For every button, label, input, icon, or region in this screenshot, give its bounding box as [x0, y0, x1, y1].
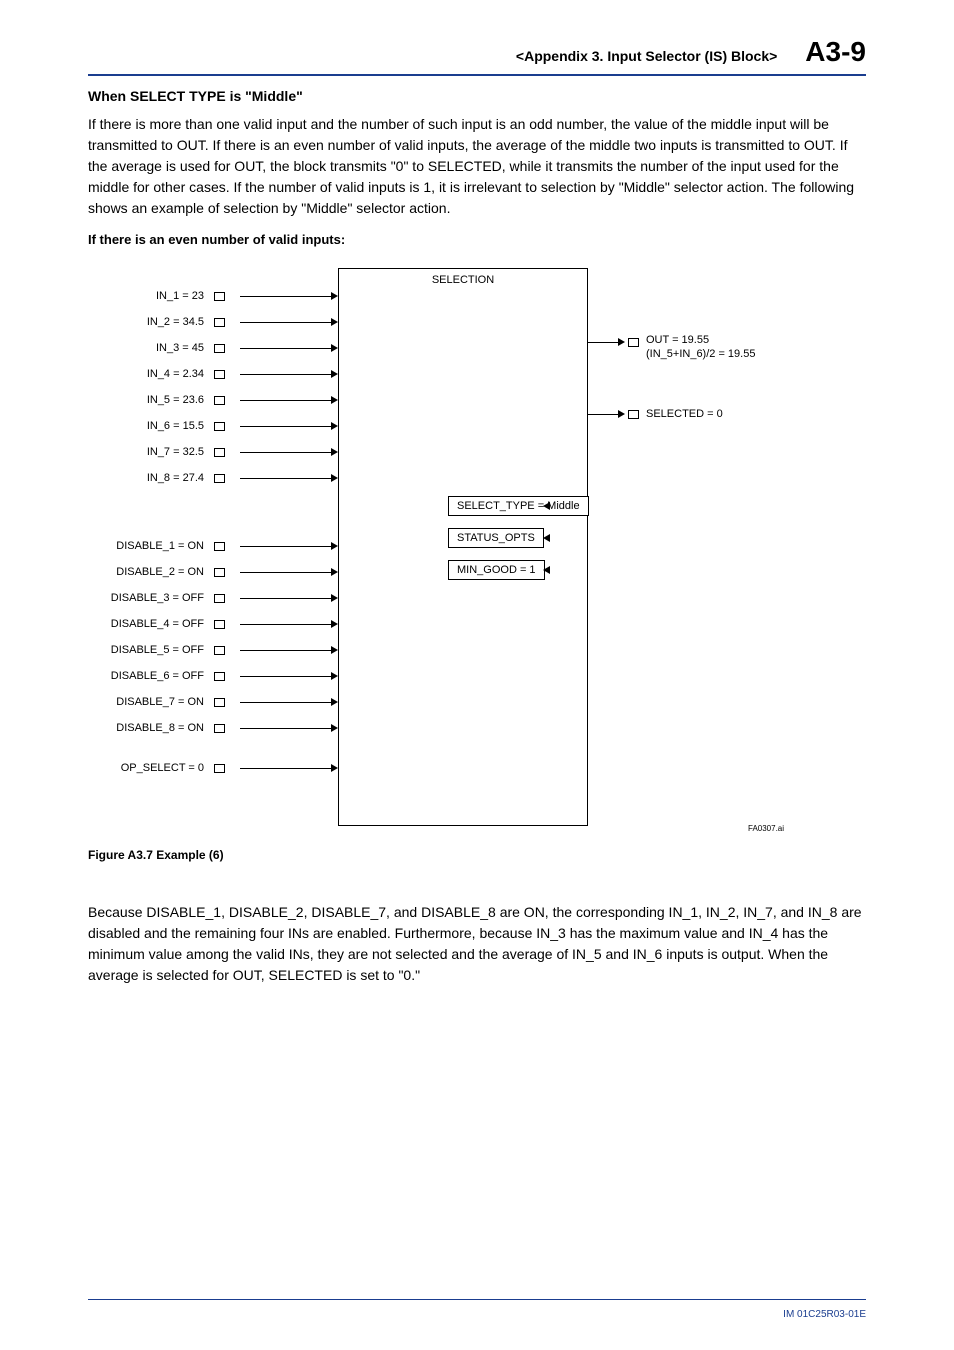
selection-title: SELECTION	[338, 274, 588, 286]
header-title: <Appendix 3. Input Selector (IS) Block>	[516, 48, 777, 64]
disable-1-line	[240, 546, 332, 547]
footer-doc-id: IM 01C25R03-01E	[783, 1309, 866, 1320]
op-select-line	[240, 768, 332, 769]
page-header: <Appendix 3. Input Selector (IS) Block> …	[88, 36, 866, 76]
input-2-line	[240, 322, 332, 323]
input-4-label: IN_4 = 2.34	[104, 368, 204, 380]
disable-4-line	[240, 624, 332, 625]
input-8-arrow	[331, 474, 338, 482]
input-7-label: IN_7 = 32.5	[104, 446, 204, 458]
sub-heading: If there is an even number of valid inpu…	[88, 232, 345, 247]
disable-1-port	[214, 542, 225, 551]
disable-4-arrow	[331, 620, 338, 628]
input-4-port	[214, 370, 225, 379]
section-heading: When SELECT TYPE is "Middle"	[88, 88, 303, 104]
input-6-label: IN_6 = 15.5	[104, 420, 204, 432]
input-7-arrow	[331, 448, 338, 456]
disable-7-label: DISABLE_7 = ON	[104, 696, 204, 708]
figure-ref: FA0307.ai	[748, 824, 784, 833]
paragraph-1: If there is more than one valid input an…	[88, 114, 866, 219]
input-3-label: IN_3 = 45	[104, 342, 204, 354]
disable-5-port	[214, 646, 225, 655]
param-box-2: MIN_GOOD = 1	[448, 560, 545, 580]
input-1-label: IN_1 = 23	[104, 290, 204, 302]
disable-8-line	[240, 728, 332, 729]
figure-caption: Figure A3.7 Example (6)	[88, 848, 224, 862]
input-2-port	[214, 318, 225, 327]
input-8-line	[240, 478, 332, 479]
input-4-arrow	[331, 370, 338, 378]
disable-6-port	[214, 672, 225, 681]
disable-3-line	[240, 598, 332, 599]
input-1-port	[214, 292, 225, 301]
disable-2-line	[240, 572, 332, 573]
out-line	[588, 342, 618, 343]
input-5-arrow	[331, 396, 338, 404]
input-3-line	[240, 348, 332, 349]
disable-6-line	[240, 676, 332, 677]
input-3-port	[214, 344, 225, 353]
input-2-arrow	[331, 318, 338, 326]
param-box-0: SELECT_TYPE = Middle	[448, 496, 589, 516]
op-select-label: OP_SELECT = 0	[104, 762, 204, 774]
disable-1-arrow	[331, 542, 338, 550]
footer-rule	[88, 1299, 866, 1300]
input-2-label: IN_2 = 34.5	[104, 316, 204, 328]
page-number: A3-9	[805, 36, 866, 68]
op-select-arrow	[331, 764, 338, 772]
selected-port	[628, 410, 639, 419]
param-arrow-1	[543, 534, 550, 542]
input-6-arrow	[331, 422, 338, 430]
input-8-label: IN_8 = 27.4	[104, 472, 204, 484]
input-5-label: IN_5 = 23.6	[104, 394, 204, 406]
param-arrow-0	[543, 502, 550, 510]
disable-8-port	[214, 724, 225, 733]
input-5-line	[240, 400, 332, 401]
param-arrow-2	[543, 566, 550, 574]
input-1-line	[240, 296, 332, 297]
paragraph-2: Because DISABLE_1, DISABLE_2, DISABLE_7,…	[88, 902, 866, 986]
disable-3-label: DISABLE_3 = OFF	[104, 592, 204, 604]
out-label-1: OUT = 19.55	[646, 334, 709, 346]
disable-3-arrow	[331, 594, 338, 602]
disable-6-arrow	[331, 672, 338, 680]
input-7-line	[240, 452, 332, 453]
out-arrow	[618, 338, 625, 346]
disable-4-port	[214, 620, 225, 629]
disable-6-label: DISABLE_6 = OFF	[104, 670, 204, 682]
input-3-arrow	[331, 344, 338, 352]
selected-line	[588, 414, 618, 415]
input-7-port	[214, 448, 225, 457]
disable-8-arrow	[331, 724, 338, 732]
disable-7-arrow	[331, 698, 338, 706]
disable-3-port	[214, 594, 225, 603]
disable-5-label: DISABLE_5 = OFF	[104, 644, 204, 656]
input-4-line	[240, 374, 332, 375]
selected-label: SELECTED = 0	[646, 408, 723, 420]
selected-arrow	[618, 410, 625, 418]
param-box-1: STATUS_OPTS	[448, 528, 544, 548]
disable-2-port	[214, 568, 225, 577]
disable-8-label: DISABLE_8 = ON	[104, 722, 204, 734]
disable-7-port	[214, 698, 225, 707]
selection-diagram: SELECTION IN_1 = 23 IN_2 = 34.5 IN_3 = 45 IN…	[88, 258, 866, 836]
out-port	[628, 338, 639, 347]
op-select-port	[214, 764, 225, 773]
disable-5-line	[240, 650, 332, 651]
input-5-port	[214, 396, 225, 405]
disable-4-label: DISABLE_4 = OFF	[104, 618, 204, 630]
disable-2-arrow	[331, 568, 338, 576]
input-1-arrow	[331, 292, 338, 300]
disable-1-label: DISABLE_1 = ON	[104, 540, 204, 552]
disable-7-line	[240, 702, 332, 703]
input-6-port	[214, 422, 225, 431]
disable-5-arrow	[331, 646, 338, 654]
input-6-line	[240, 426, 332, 427]
input-8-port	[214, 474, 225, 483]
disable-2-label: DISABLE_2 = ON	[104, 566, 204, 578]
out-label-2: (IN_5+IN_6)/2 = 19.55	[646, 348, 755, 360]
